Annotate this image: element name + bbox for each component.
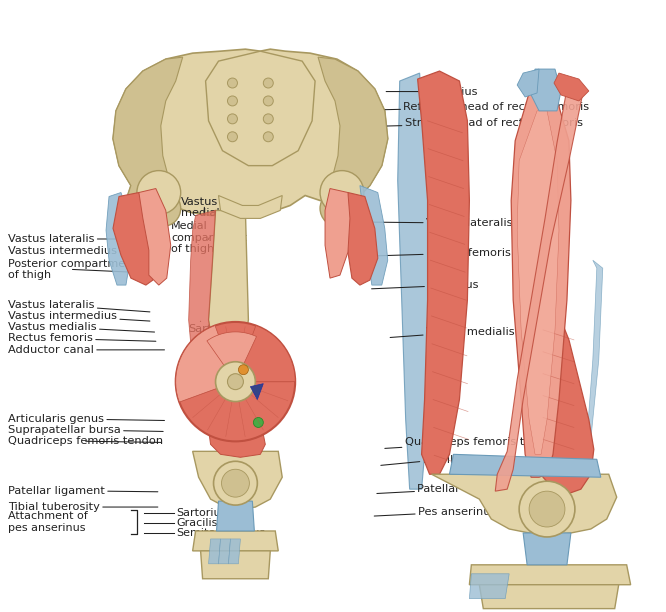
Polygon shape xyxy=(533,290,594,494)
Polygon shape xyxy=(106,193,131,285)
Circle shape xyxy=(238,365,248,375)
Polygon shape xyxy=(398,73,430,489)
Circle shape xyxy=(216,362,255,401)
Text: Vastus lateralis: Vastus lateralis xyxy=(8,300,150,312)
Circle shape xyxy=(519,481,575,537)
Polygon shape xyxy=(188,211,220,395)
Text: Vastus lateralis: Vastus lateralis xyxy=(8,234,128,244)
Text: Gracilis: Gracilis xyxy=(176,518,217,528)
Circle shape xyxy=(228,78,238,88)
Circle shape xyxy=(320,190,356,226)
Text: Quadriceps femoris tendon: Quadriceps femoris tendon xyxy=(385,438,559,449)
Circle shape xyxy=(228,114,238,124)
Polygon shape xyxy=(511,93,571,477)
Text: Medial
compartment
of thigh: Medial compartment of thigh xyxy=(171,221,247,255)
Text: Quadriceps femoris tendon: Quadriceps femoris tendon xyxy=(8,436,163,446)
Polygon shape xyxy=(208,211,248,390)
Text: Suprapatellar bursa: Suprapatellar bursa xyxy=(8,425,163,435)
Polygon shape xyxy=(345,193,378,285)
Circle shape xyxy=(176,322,295,441)
Polygon shape xyxy=(470,574,509,599)
Polygon shape xyxy=(325,188,350,278)
Text: Sartorius: Sartorius xyxy=(386,86,478,97)
Text: Vastus intermedius: Vastus intermedius xyxy=(8,246,131,256)
Text: Pes anserinus: Pes anserinus xyxy=(374,507,496,517)
Polygon shape xyxy=(192,531,278,551)
Circle shape xyxy=(320,171,364,214)
Polygon shape xyxy=(207,332,256,382)
Polygon shape xyxy=(113,49,388,215)
Text: Vastus medialis: Vastus medialis xyxy=(8,322,155,332)
Polygon shape xyxy=(529,69,561,111)
Polygon shape xyxy=(200,551,270,579)
Text: Vastus intermedius: Vastus intermedius xyxy=(8,311,150,321)
Circle shape xyxy=(214,461,257,505)
Circle shape xyxy=(228,96,238,106)
Text: Attachment of
pes anserinus: Attachment of pes anserinus xyxy=(8,512,88,533)
Polygon shape xyxy=(450,454,601,477)
Text: Patellar ligament: Patellar ligament xyxy=(377,483,514,494)
Polygon shape xyxy=(176,326,236,402)
Polygon shape xyxy=(208,430,265,457)
Polygon shape xyxy=(470,565,631,584)
Polygon shape xyxy=(236,326,295,382)
Circle shape xyxy=(137,171,180,214)
Polygon shape xyxy=(192,451,282,509)
Circle shape xyxy=(263,96,273,106)
Polygon shape xyxy=(139,188,170,285)
Polygon shape xyxy=(432,474,617,534)
Polygon shape xyxy=(206,406,264,430)
Polygon shape xyxy=(250,384,263,400)
Polygon shape xyxy=(216,501,254,531)
Circle shape xyxy=(263,132,273,142)
Polygon shape xyxy=(523,533,571,565)
Text: Tibial tuberosity: Tibial tuberosity xyxy=(8,502,158,512)
Text: Posterior compartment
of thigh: Posterior compartment of thigh xyxy=(8,259,137,280)
Text: Adductor canal: Adductor canal xyxy=(8,345,165,355)
Polygon shape xyxy=(517,69,539,97)
Circle shape xyxy=(529,491,565,527)
Polygon shape xyxy=(113,57,182,201)
Polygon shape xyxy=(360,185,388,285)
Text: Articularis genus: Articularis genus xyxy=(8,414,165,424)
Circle shape xyxy=(228,132,238,142)
Text: Rectus femoris: Rectus femoris xyxy=(372,248,511,258)
Polygon shape xyxy=(208,539,220,564)
Text: Sartorius: Sartorius xyxy=(188,321,240,334)
Polygon shape xyxy=(496,89,583,491)
Circle shape xyxy=(145,190,180,226)
Circle shape xyxy=(263,78,273,88)
Text: Vastus
medialis: Vastus medialis xyxy=(180,196,228,218)
Text: Sartorius: Sartorius xyxy=(176,508,226,518)
Polygon shape xyxy=(517,111,559,454)
Circle shape xyxy=(228,374,243,390)
Text: Patella: Patella xyxy=(381,455,461,465)
Text: Patellar ligament: Patellar ligament xyxy=(8,485,158,496)
Circle shape xyxy=(263,114,273,124)
Text: Straight head of rectus femoris: Straight head of rectus femoris xyxy=(380,118,583,129)
Text: Semitendinosus: Semitendinosus xyxy=(176,528,265,537)
Text: Vastus lateralis: Vastus lateralis xyxy=(356,218,512,228)
Polygon shape xyxy=(218,195,282,218)
Polygon shape xyxy=(218,539,230,564)
Polygon shape xyxy=(418,71,470,474)
Text: Rectus femoris: Rectus femoris xyxy=(8,334,156,343)
Polygon shape xyxy=(571,260,603,494)
Text: Sartorius: Sartorius xyxy=(372,280,479,290)
Text: Vastus medialis: Vastus medialis xyxy=(390,327,514,337)
Polygon shape xyxy=(228,539,240,564)
Polygon shape xyxy=(113,193,156,285)
Polygon shape xyxy=(480,584,619,608)
Circle shape xyxy=(253,417,263,427)
Circle shape xyxy=(222,469,249,497)
Polygon shape xyxy=(206,51,315,166)
Polygon shape xyxy=(554,73,589,101)
Polygon shape xyxy=(318,57,388,206)
Text: Reflected head of rectus femoris: Reflected head of rectus femoris xyxy=(380,102,589,113)
